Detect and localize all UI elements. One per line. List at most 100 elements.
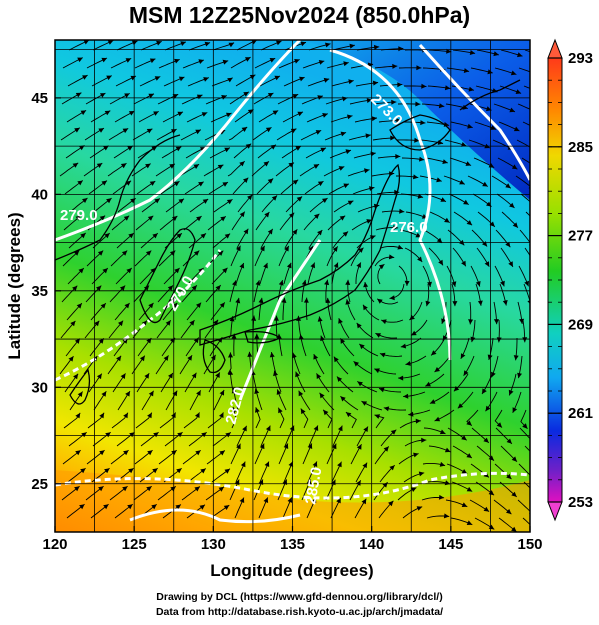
streamline-arrow <box>468 319 474 325</box>
streamline-arrow <box>151 504 157 510</box>
colorbar-ticks: 293 285 277 269 261 253 <box>548 50 593 511</box>
streamline-arrow <box>295 371 300 378</box>
streamline-arrow <box>461 469 468 474</box>
y-tick-label: 30 <box>31 379 48 396</box>
streamline-arrow <box>389 295 395 301</box>
streamline-arrow <box>413 174 419 180</box>
streamline-arrow <box>243 91 249 97</box>
streamline-arrow <box>431 350 437 356</box>
streamline-arrow <box>397 82 403 88</box>
streamline-arrow <box>177 111 183 117</box>
streamline-arrow <box>292 179 299 185</box>
streamline-arrow <box>322 198 328 203</box>
streamline-arrow <box>532 204 537 209</box>
streamline-arrow <box>201 432 207 438</box>
credits: Drawing by DCL (https://www.gfd-dennou.o… <box>0 590 599 620</box>
streamline-arrow <box>264 212 270 218</box>
streamline-arrow <box>451 281 457 287</box>
streamline-arrow <box>141 320 147 326</box>
streamline-arrow <box>397 244 403 250</box>
streamline-arrow <box>272 110 279 116</box>
streamline-arrow <box>75 92 82 98</box>
colorbar-tick-label: 293 <box>568 50 593 67</box>
streamline-arrow <box>343 183 349 189</box>
streamline-arrow <box>491 371 496 378</box>
streamline-arrow <box>361 498 367 505</box>
streamline-arrow <box>342 231 349 237</box>
colorbar-tick-label: 285 <box>568 139 593 156</box>
streamline-arrow <box>153 111 159 116</box>
streamline-arrow <box>278 280 284 286</box>
streamline-arrow <box>442 159 448 164</box>
streamline-arrow <box>82 198 88 203</box>
streamline-arrow <box>269 58 276 63</box>
streamline-arrow <box>174 268 180 274</box>
streamline-arrow <box>80 468 86 474</box>
streamline-arrow <box>452 301 458 307</box>
streamline-arrow <box>531 146 537 151</box>
streamline <box>522 517 530 526</box>
streamline-arrow <box>144 373 150 379</box>
streamline-arrow <box>118 320 124 327</box>
streamline-arrow <box>104 110 111 116</box>
streamline-arrow <box>318 60 325 65</box>
streamline-arrow <box>483 506 490 512</box>
streamline-arrow <box>99 215 106 221</box>
streamline-arrow <box>477 300 483 306</box>
streamline-arrow <box>98 128 104 133</box>
streamline-arrow <box>96 373 102 380</box>
streamline-arrow <box>301 279 307 286</box>
streamline-arrow <box>194 486 200 492</box>
streamline-arrow <box>383 446 389 452</box>
streamline-arrow <box>170 486 176 492</box>
streamline-arrow <box>347 200 354 206</box>
streamline-arrow <box>439 429 446 435</box>
streamline-arrow <box>535 72 541 77</box>
streamline <box>524 445 530 452</box>
streamline-arrow <box>357 381 363 387</box>
streamline-arrow <box>119 285 126 291</box>
streamline-arrow <box>460 353 466 359</box>
streamline-arrow <box>434 416 441 422</box>
streamline-arrow <box>130 75 136 81</box>
streamline <box>524 247 530 257</box>
streamline-arrow <box>383 406 390 412</box>
streamline-arrow <box>178 76 185 82</box>
streamline-arrow <box>348 79 354 85</box>
streamline-arrow <box>303 297 309 303</box>
streamline <box>521 157 530 164</box>
streamline-arrow <box>104 233 110 239</box>
streamline-arrow <box>488 455 494 461</box>
streamline-arrow <box>317 230 323 236</box>
streamline-arrow <box>333 262 339 268</box>
streamline-arrow <box>175 146 182 152</box>
streamline-arrow <box>80 233 86 239</box>
streamline-arrow <box>103 504 109 510</box>
cold-region <box>300 40 530 200</box>
streamline-arrow <box>493 319 499 325</box>
korea-coastline <box>139 228 196 324</box>
streamline-arrow <box>276 389 282 395</box>
streamline-arrow <box>331 443 337 450</box>
taiwan-coastline <box>69 368 91 405</box>
streamline-arrow <box>366 98 372 103</box>
streamline-arrow <box>373 44 380 50</box>
streamline-arrow <box>511 491 517 497</box>
streamline-arrow <box>72 285 78 291</box>
streamline-arrow <box>226 199 233 205</box>
streamline-arrow <box>196 216 202 222</box>
streamline-arrow <box>363 304 368 311</box>
streamline-arrow <box>128 468 134 474</box>
streamline-arrow <box>359 343 365 350</box>
streamline-arrow <box>421 437 427 443</box>
streamline-arrow <box>363 282 369 288</box>
streamline-arrow <box>388 500 394 507</box>
streamline-arrow <box>189 320 195 326</box>
streamline-arrow <box>74 338 80 344</box>
streamline-arrow <box>255 407 260 413</box>
streamline-arrow <box>295 146 301 151</box>
colorbar-tick-label: 253 <box>568 494 593 511</box>
streamline-arrow <box>231 407 237 413</box>
streamline-arrow <box>200 468 206 474</box>
streamline-arrow <box>139 355 145 362</box>
